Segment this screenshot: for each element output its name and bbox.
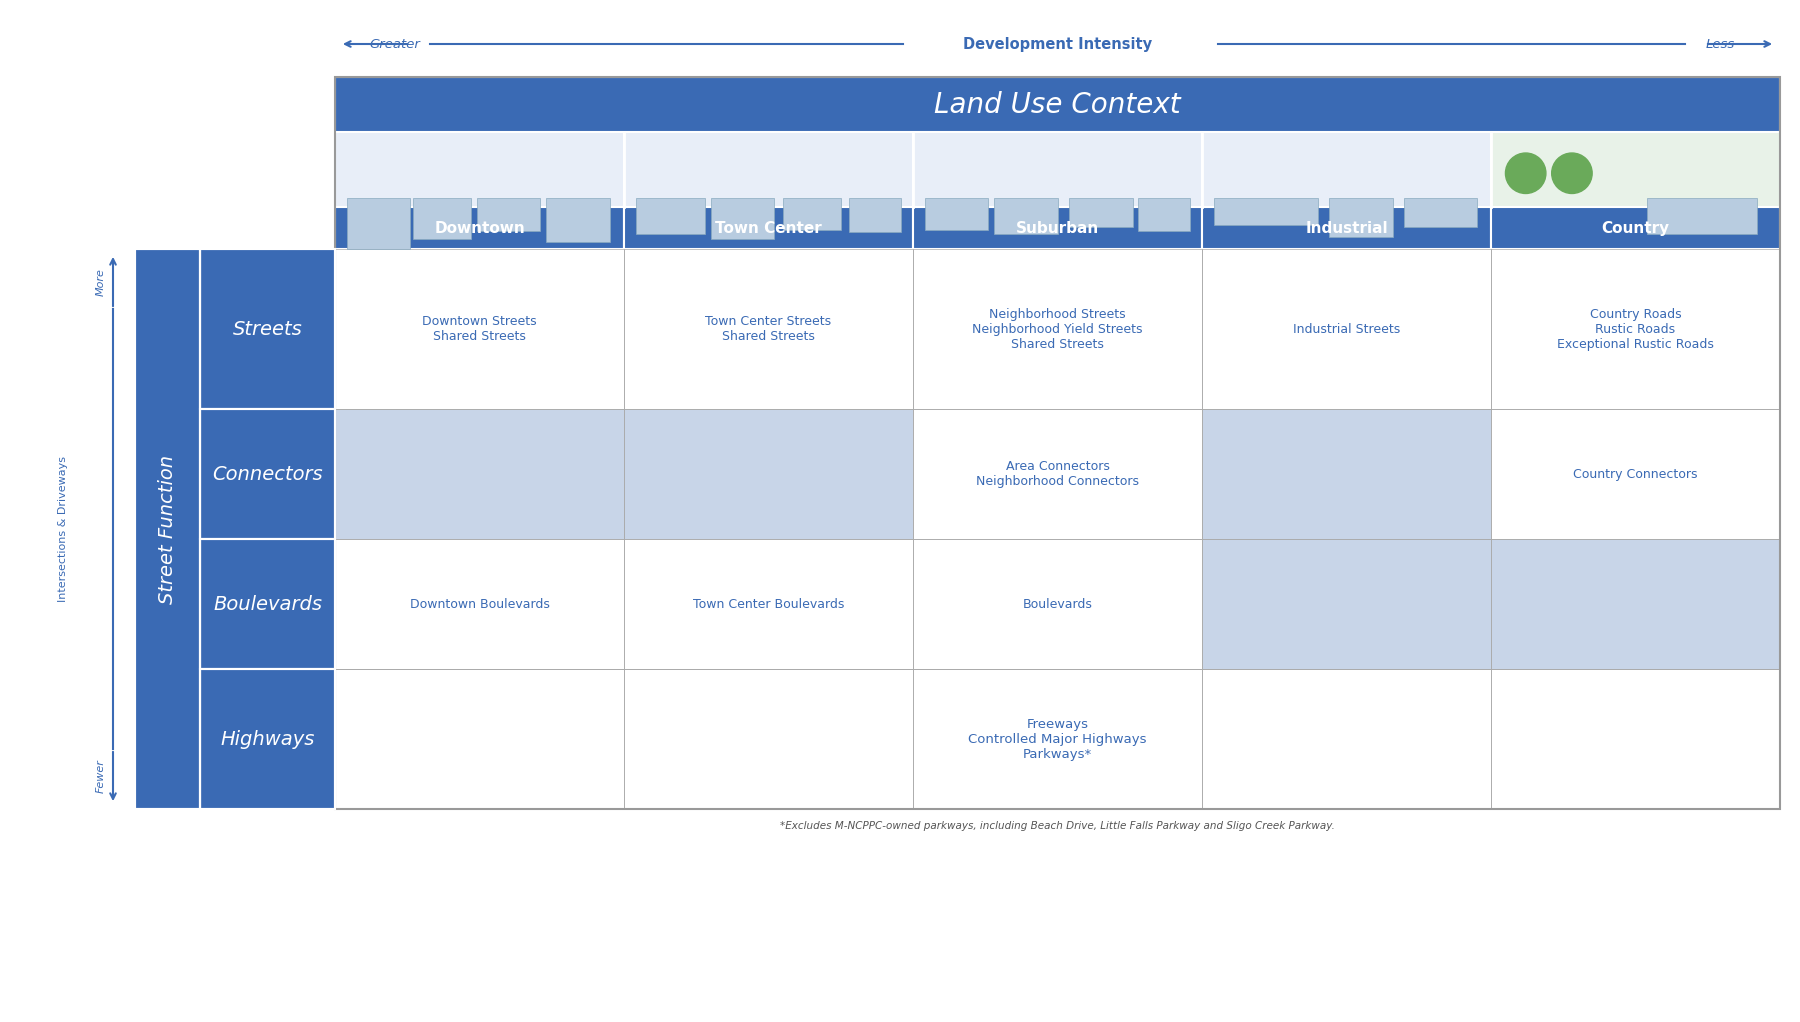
Bar (1202, 409, 1490, 539)
Text: Industrial Streets: Industrial Streets (1292, 323, 1400, 335)
Text: Downtown: Downtown (434, 221, 526, 235)
Text: Downtown Streets
Shared Streets: Downtown Streets Shared Streets (423, 315, 536, 343)
Text: Suburban: Suburban (1015, 221, 1100, 235)
Bar (1490, 409, 1780, 539)
Bar (850, 198, 902, 232)
Text: Street Function: Street Function (158, 455, 176, 604)
Text: Downtown Boulevards: Downtown Boulevards (410, 598, 549, 610)
Bar (200, 249, 335, 809)
Text: Greater: Greater (369, 38, 421, 50)
Text: Country Roads
Rustic Roads
Exceptional Rustic Roads: Country Roads Rustic Roads Exceptional R… (1557, 308, 1714, 351)
Bar (1490, 669, 1780, 809)
Circle shape (1505, 153, 1546, 193)
Bar (913, 669, 1202, 809)
Bar (913, 207, 1202, 249)
Bar (625, 669, 913, 809)
Bar (477, 198, 540, 231)
Bar (1647, 198, 1757, 234)
Text: Country Connectors: Country Connectors (1573, 467, 1697, 480)
Bar (711, 198, 774, 239)
Bar (135, 249, 200, 809)
Bar (1069, 198, 1132, 227)
Bar (913, 249, 1202, 409)
Bar (347, 198, 410, 249)
Bar (335, 207, 625, 249)
Text: Boulevards: Boulevards (1022, 598, 1093, 610)
Bar (1490, 207, 1780, 249)
Bar (200, 539, 335, 669)
Text: Freeways
Controlled Major Highways
Parkways*: Freeways Controlled Major Highways Parkw… (968, 717, 1147, 760)
Text: More: More (95, 268, 106, 296)
Bar (1490, 249, 1780, 409)
Bar (335, 77, 1780, 809)
Circle shape (1552, 153, 1593, 193)
Bar (994, 198, 1058, 234)
Bar (1202, 207, 1490, 249)
Text: Streets: Streets (232, 320, 302, 338)
Bar (200, 249, 335, 409)
Bar (1490, 539, 1780, 669)
Bar (335, 132, 1780, 207)
Bar (335, 409, 625, 539)
Bar (1490, 132, 1780, 207)
Text: Intersections & Driveways: Intersections & Driveways (58, 456, 68, 602)
Bar (412, 198, 472, 239)
Bar (913, 132, 1202, 207)
Bar (335, 77, 1780, 132)
Bar (925, 198, 988, 230)
Text: Connectors: Connectors (212, 465, 322, 483)
Bar (335, 669, 625, 809)
Bar (135, 249, 200, 809)
Bar (1202, 249, 1490, 409)
Text: Country: Country (1602, 221, 1670, 235)
Bar (1213, 198, 1318, 225)
Text: Highways: Highways (220, 730, 315, 748)
Text: Development Intensity: Development Intensity (963, 37, 1152, 51)
Bar (625, 409, 913, 539)
Bar (1138, 198, 1190, 231)
Bar (335, 132, 625, 207)
Bar (913, 409, 1202, 539)
Bar (625, 249, 913, 409)
Bar (1328, 198, 1393, 237)
Text: Neighborhood Streets
Neighborhood Yield Streets
Shared Streets: Neighborhood Streets Neighborhood Yield … (972, 308, 1143, 351)
Bar (545, 198, 610, 241)
Text: *Excludes M-NCPPC-owned parkways, including Beach Drive, Little Falls Parkway an: *Excludes M-NCPPC-owned parkways, includ… (779, 821, 1336, 831)
Text: Town Center: Town Center (715, 221, 823, 235)
Bar (1404, 198, 1476, 227)
Bar (1202, 669, 1490, 809)
Bar (635, 198, 706, 234)
Bar (625, 207, 913, 249)
Text: Fewer: Fewer (95, 759, 106, 793)
Bar (200, 669, 335, 809)
Bar (913, 539, 1202, 669)
Bar (625, 132, 913, 207)
Bar (335, 669, 1780, 809)
Bar (783, 198, 841, 230)
Text: Town Center Boulevards: Town Center Boulevards (693, 598, 844, 610)
Bar (335, 249, 625, 409)
Text: Less: Less (1705, 38, 1735, 50)
Bar (1202, 132, 1490, 207)
Text: Land Use Context: Land Use Context (934, 91, 1181, 119)
Bar (200, 409, 335, 539)
Bar (335, 539, 625, 669)
Bar (1202, 539, 1490, 669)
Text: Industrial: Industrial (1305, 221, 1388, 235)
Text: Area Connectors
Neighborhood Connectors: Area Connectors Neighborhood Connectors (976, 460, 1139, 487)
Text: Town Center Streets
Shared Streets: Town Center Streets Shared Streets (706, 315, 832, 343)
Text: Boulevards: Boulevards (212, 595, 322, 613)
Bar (625, 539, 913, 669)
